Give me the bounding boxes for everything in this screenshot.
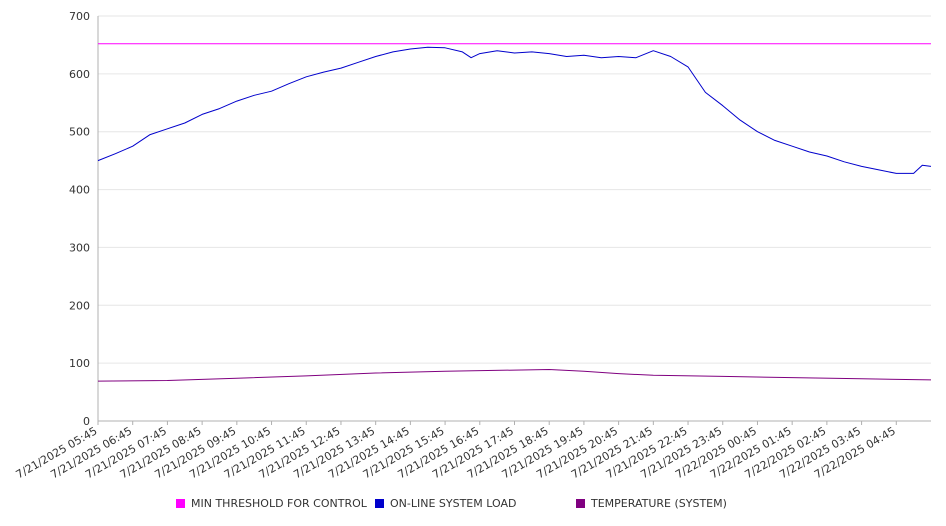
legend-item: ON-LINE SYSTEM LOAD (375, 497, 516, 510)
y-tick-label: 400 (69, 184, 90, 197)
legend-item: TEMPERATURE (SYSTEM) (576, 497, 727, 510)
x-axis-tick-labels: 7/21/2025 05:457/21/2025 06:457/21/2025 … (14, 421, 898, 481)
series-line-on-line-system-load (97, 46, 932, 174)
series-line-temperature-system (97, 369, 932, 382)
legend-label: TEMPERATURE (SYSTEM) (591, 497, 727, 510)
y-tick-label: 600 (69, 68, 90, 81)
y-tick-label: 0 (83, 415, 90, 428)
legend-item: MIN THRESHOLD FOR CONTROL (176, 497, 367, 510)
y-tick-label: 300 (69, 241, 90, 254)
axes (97, 16, 931, 422)
y-tick-label: 700 (69, 10, 90, 23)
legend: MIN THRESHOLD FOR CONTROL ON-LINE SYSTEM … (0, 497, 946, 515)
legend-swatch (176, 499, 185, 508)
y-tick-label: 500 (69, 126, 90, 139)
gridlines (98, 15, 931, 364)
legend-swatch (576, 499, 585, 508)
y-tick-label: 200 (69, 299, 90, 312)
legend-swatch (375, 499, 384, 508)
legend-label: ON-LINE SYSTEM LOAD (390, 497, 517, 510)
legend-label: MIN THRESHOLD FOR CONTROL (191, 497, 367, 510)
series-lines (97, 43, 932, 382)
y-tick-label: 100 (69, 357, 90, 370)
y-axis-tick-labels: 0 100 200 300 400 500 600 700 (69, 10, 90, 428)
